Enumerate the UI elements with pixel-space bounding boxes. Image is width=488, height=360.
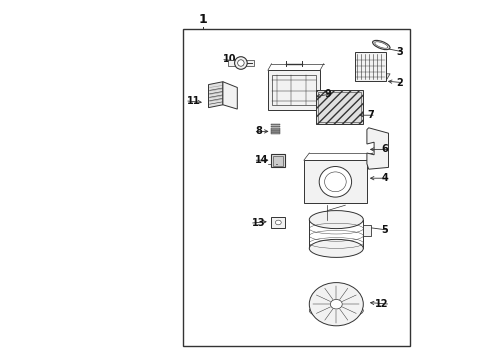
Bar xyxy=(267,70,320,110)
Bar xyxy=(270,154,285,167)
Bar xyxy=(316,90,363,124)
Text: 11: 11 xyxy=(186,96,200,106)
Bar xyxy=(183,29,409,346)
Text: 4: 4 xyxy=(381,173,387,183)
Bar xyxy=(271,217,285,228)
Bar xyxy=(354,52,385,81)
Ellipse shape xyxy=(374,42,387,48)
Text: 3: 3 xyxy=(395,47,402,57)
Bar xyxy=(303,160,366,203)
Text: 5: 5 xyxy=(381,225,387,235)
Bar xyxy=(272,75,315,105)
Ellipse shape xyxy=(372,40,389,50)
Bar xyxy=(271,124,280,125)
Bar xyxy=(272,156,283,166)
Text: 6: 6 xyxy=(381,144,387,154)
Polygon shape xyxy=(223,82,237,109)
Ellipse shape xyxy=(330,300,342,309)
Ellipse shape xyxy=(237,60,244,66)
Ellipse shape xyxy=(309,211,363,229)
Bar xyxy=(228,60,235,66)
Bar xyxy=(271,132,280,134)
Polygon shape xyxy=(366,128,387,169)
Ellipse shape xyxy=(309,239,363,257)
Ellipse shape xyxy=(234,57,247,69)
Bar xyxy=(318,92,361,122)
Text: 12: 12 xyxy=(374,299,387,309)
Text: 1: 1 xyxy=(198,13,207,26)
Text: 8: 8 xyxy=(255,126,262,136)
Text: 9: 9 xyxy=(324,89,330,99)
Ellipse shape xyxy=(309,283,363,326)
Bar xyxy=(271,126,280,127)
Bar xyxy=(363,225,370,236)
Text: 10: 10 xyxy=(223,54,236,64)
Text: 7: 7 xyxy=(366,110,373,120)
Text: 2: 2 xyxy=(395,78,402,88)
Ellipse shape xyxy=(275,220,281,225)
Text: 13: 13 xyxy=(251,218,264,228)
Bar xyxy=(271,128,280,130)
Ellipse shape xyxy=(319,166,351,197)
Bar xyxy=(246,60,253,66)
Bar xyxy=(271,130,280,132)
Polygon shape xyxy=(208,82,223,108)
Text: 14: 14 xyxy=(255,155,268,165)
Polygon shape xyxy=(354,74,389,81)
